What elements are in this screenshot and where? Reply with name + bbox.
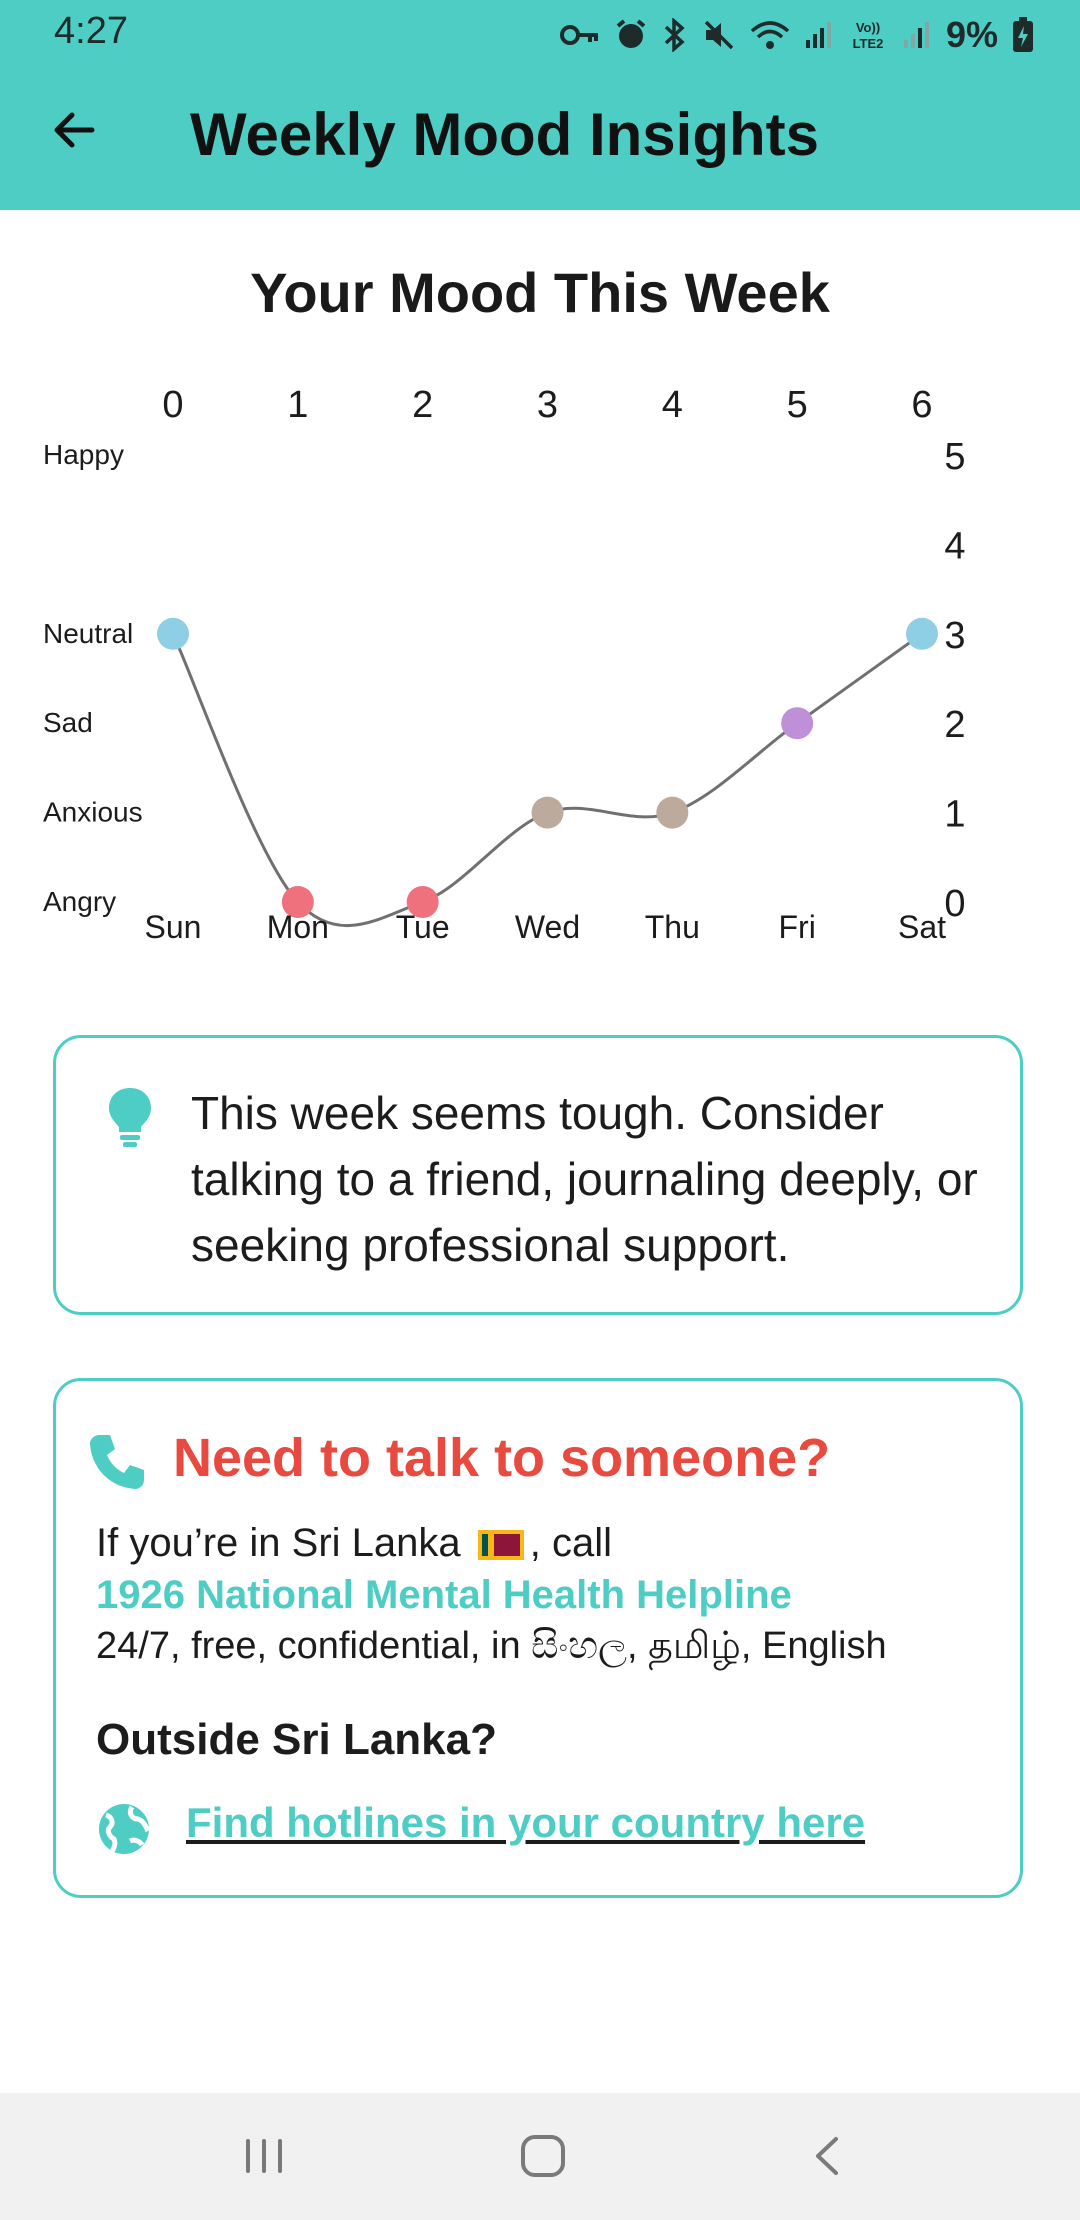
battery-percent: 9%: [945, 14, 998, 55]
mute-icon: [704, 20, 734, 50]
signal-icon: [805, 22, 831, 48]
helpline-link[interactable]: 1926 National Mental Health Helpline: [96, 1573, 792, 1617]
status-icons: Vo)) LTE2 9%: [559, 14, 1034, 56]
right-tick-label: 0: [944, 883, 965, 925]
help-title: Need to talk to someone?: [173, 1428, 831, 1488]
mood-point: [157, 617, 189, 650]
mood-axis-label: Angry: [43, 886, 116, 917]
help-intro-suffix: , call: [529, 1521, 613, 1565]
mood-point: [656, 796, 689, 829]
mood-point: [781, 707, 814, 740]
day-label: Sat: [898, 909, 946, 945]
helpline-details: 24/7, free, confidential, in සිංහල, தமிழ…: [96, 1625, 887, 1667]
globe-icon: [99, 1804, 151, 1854]
recent-apps-icon[interactable]: [242, 2131, 286, 2181]
mood-chart: 0 1 2 3 4 5 6012345AngryAnxiousSadNeutralHappy…: [43, 384, 966, 945]
status-time: 4:27: [54, 10, 128, 52]
find-hotlines-link[interactable]: Find hotlines in your country here: [186, 1799, 866, 1846]
helpline-card: Need to talk to someone? If you’re in Sr…: [53, 1378, 1023, 1898]
alarm-icon: [616, 19, 646, 48]
day-label: Mon: [267, 909, 329, 945]
lightbulb-icon: [109, 1088, 151, 1147]
help-intro: If you’re in Sri Lanka , call: [96, 1521, 612, 1566]
top-tick-label: 1: [287, 384, 308, 426]
day-label: Thu: [645, 909, 700, 945]
arrow-left-icon[interactable]: [46, 102, 102, 158]
top-tick-label: 2: [412, 384, 433, 426]
svg-text:LTE2: LTE2: [853, 36, 884, 51]
insight-text: This week seems tough. Consider talking …: [191, 1087, 978, 1271]
signal-icon: [903, 22, 929, 48]
nav-bar: [0, 2093, 1080, 2220]
right-tick-label: 4: [944, 525, 965, 567]
day-label: Fri: [779, 909, 816, 945]
top-tick-label: 4: [662, 384, 683, 426]
battery-charging-icon: [1013, 17, 1033, 52]
sri-lanka-flag-icon: [477, 1530, 524, 1561]
app-bar: Weekly Mood Insights: [0, 64, 1080, 210]
mood-point: [531, 796, 564, 829]
status-bar: 4:27 Vo)) LTE2 9%: [0, 0, 1080, 64]
mood-axis-label: Anxious: [43, 797, 143, 828]
key-icon: [559, 25, 598, 45]
home-icon[interactable]: [518, 2131, 568, 2181]
mood-point: [406, 886, 439, 918]
right-tick-label: 1: [944, 794, 965, 836]
wifi-icon: [750, 21, 790, 49]
right-tick-label: 2: [944, 704, 965, 746]
page-title: Weekly Mood Insights: [190, 101, 819, 168]
mood-axis-label: Happy: [43, 439, 124, 470]
mood-series-line: [171, 632, 923, 928]
mood-point: [906, 617, 938, 650]
insight-card: This week seems tough. Consider talking …: [53, 1035, 1023, 1315]
mood-axis-label: Neutral: [43, 618, 133, 649]
chart-title: Your Mood This Week: [250, 261, 830, 324]
phone-icon: [90, 1435, 144, 1489]
volte-icon: Vo))LTE2: [853, 20, 884, 51]
top-tick-label: 3: [537, 384, 558, 426]
right-tick-label: 5: [944, 436, 965, 478]
bluetooth-icon: [664, 18, 685, 52]
day-label: Tue: [396, 909, 450, 945]
top-tick-label: 6: [911, 384, 932, 426]
top-tick-label: 0: [162, 384, 183, 426]
mood-axis-label: Sad: [43, 707, 93, 738]
mood-point: [281, 886, 314, 918]
day-label: Wed: [515, 909, 580, 945]
right-tick-label: 3: [944, 615, 965, 657]
outside-title: Outside Sri Lanka?: [96, 1715, 497, 1764]
top-tick-label: 5: [787, 384, 808, 426]
back-chevron-icon[interactable]: [806, 2131, 850, 2181]
day-label: Sun: [145, 909, 202, 945]
help-intro-prefix: If you’re in Sri Lanka: [96, 1521, 461, 1565]
svg-text:Vo)): Vo)): [856, 20, 880, 35]
